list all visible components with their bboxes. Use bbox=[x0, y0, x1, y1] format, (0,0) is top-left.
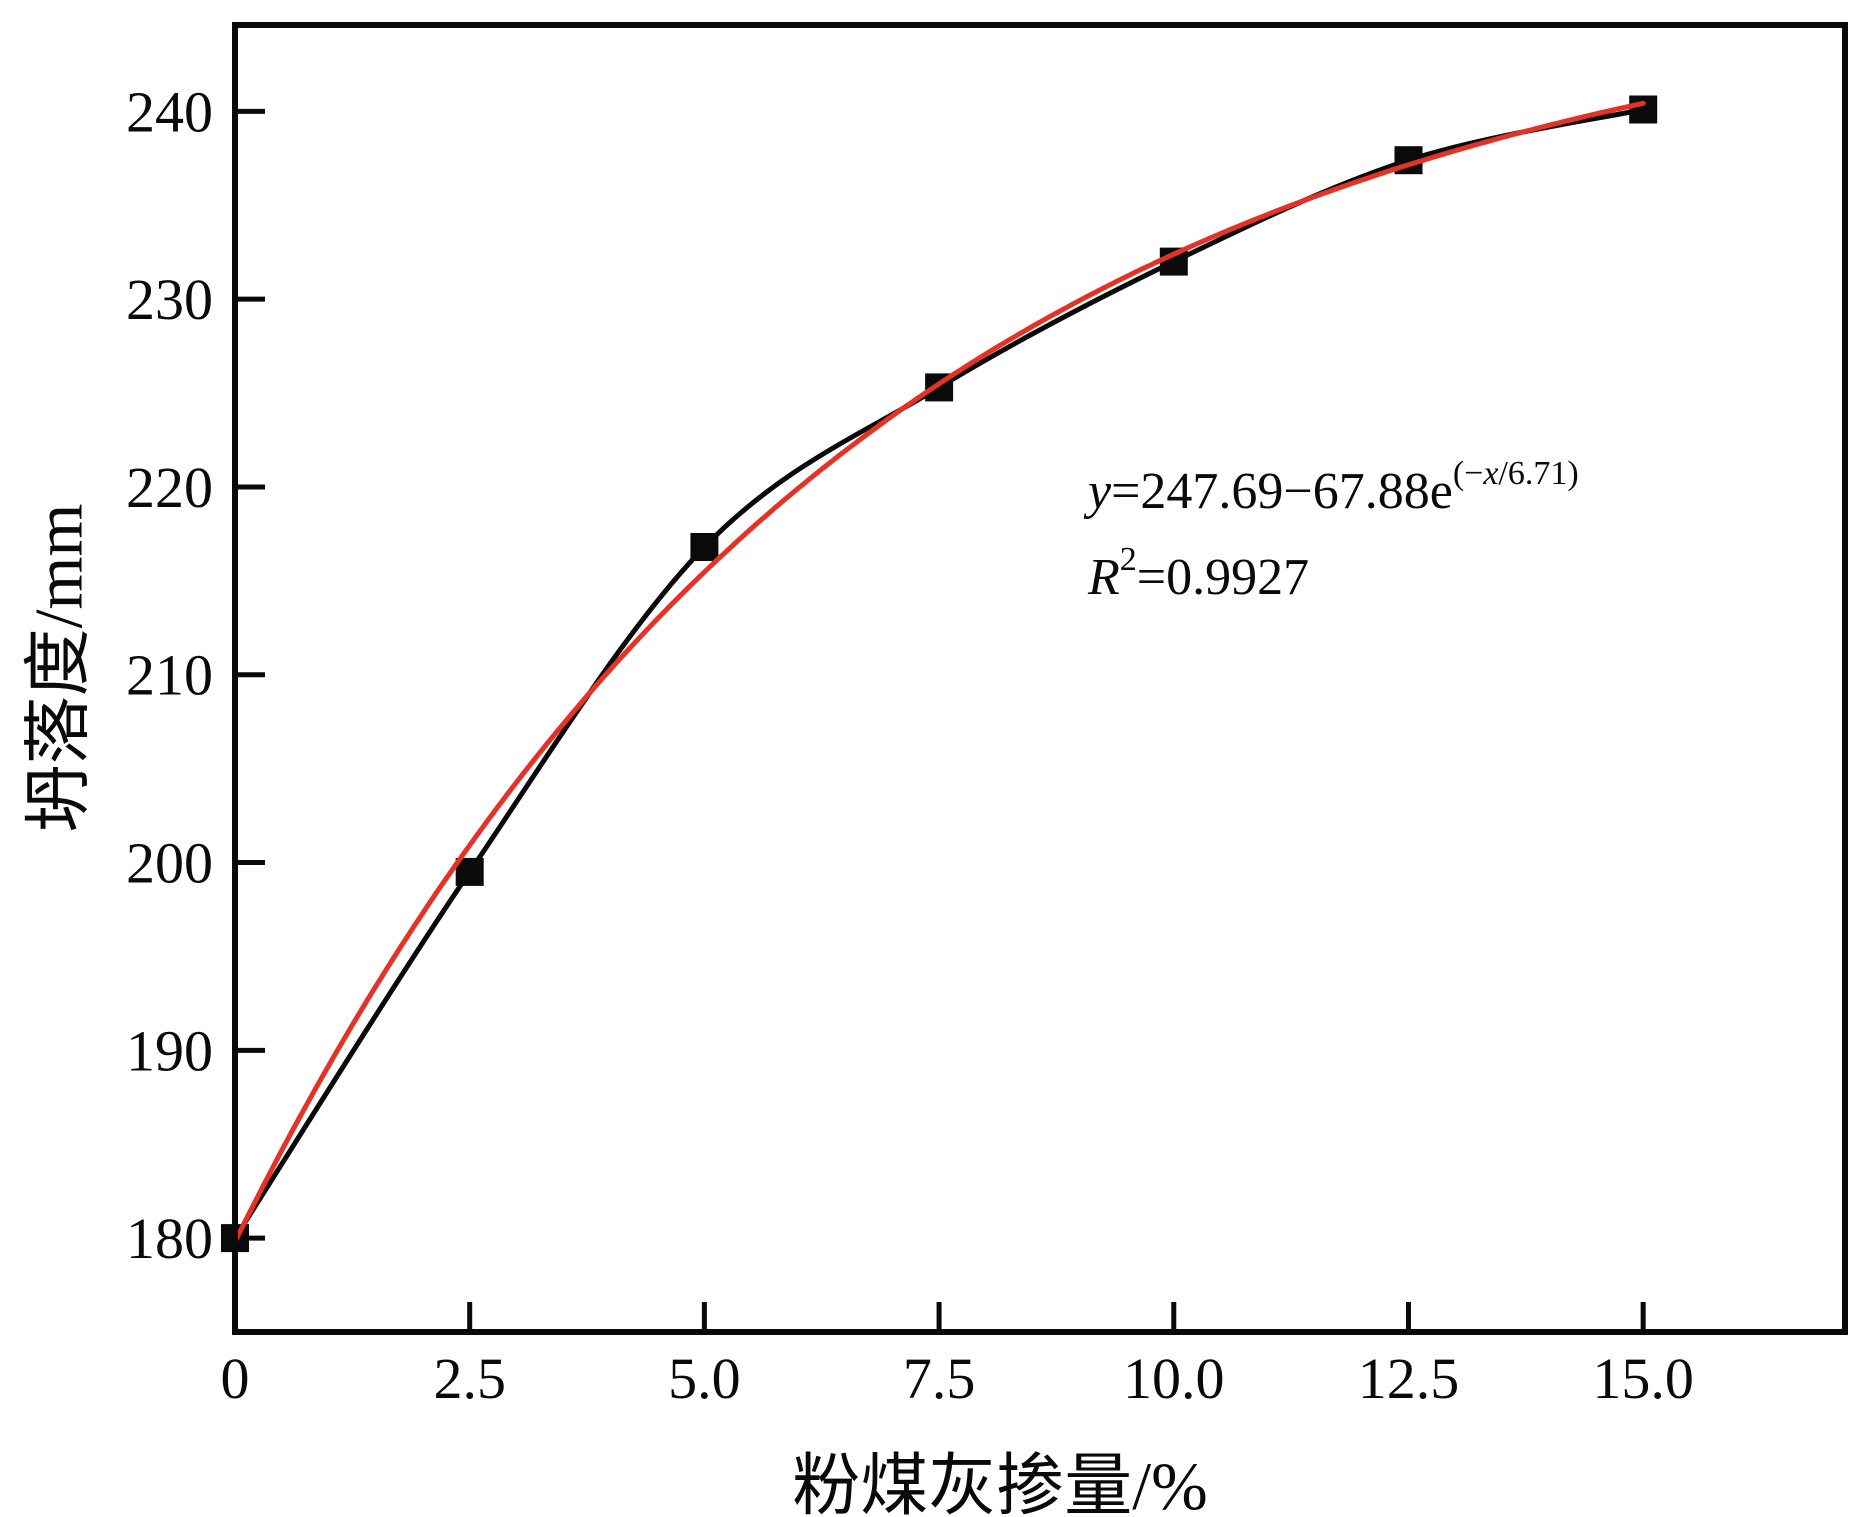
x-tick-label: 7.5 bbox=[903, 1346, 976, 1411]
r-squared-value: =0.9927 bbox=[1136, 549, 1310, 606]
y-axis-title: 坍落度/mm bbox=[20, 503, 97, 833]
plot-border bbox=[232, 22, 1848, 1335]
x-axis-title: 粉煤灰掺量/% bbox=[792, 1448, 1208, 1517]
y-tick-label: 210 bbox=[126, 643, 213, 708]
x-tick-label: 12.5 bbox=[1358, 1346, 1460, 1411]
x-tick-label: 2.5 bbox=[433, 1346, 506, 1411]
y-tick-label: 190 bbox=[126, 1018, 213, 1083]
r-symbol: R bbox=[1088, 549, 1120, 606]
equation-x-symbol: x bbox=[1483, 455, 1499, 492]
fit-equation-line: y=247.69−67.88e(−x/6.71) bbox=[1088, 452, 1579, 538]
y-tick-label: 230 bbox=[126, 267, 213, 332]
x-tick-label: 10.0 bbox=[1123, 1346, 1225, 1411]
r-exponent: 2 bbox=[1119, 541, 1137, 578]
equation-body: =247.69−67.88e bbox=[1111, 463, 1453, 520]
measured-series-line bbox=[232, 107, 1644, 1240]
data-point-marker bbox=[690, 533, 719, 561]
fit-equation-annotation: y=247.69−67.88e(−x/6.71) R2=0.9927 bbox=[1088, 452, 1579, 624]
x-tick-label: 0 bbox=[221, 1346, 250, 1411]
equation-exponent: (−x/6.71) bbox=[1452, 455, 1579, 492]
equation-y-symbol: y bbox=[1088, 463, 1112, 520]
data-point-marker bbox=[1629, 95, 1658, 124]
fit-r-squared-line: R2=0.9927 bbox=[1088, 538, 1579, 624]
fit-curve-line bbox=[232, 100, 1646, 1245]
x-tick-label: 15.0 bbox=[1592, 1346, 1694, 1411]
y-tick-label: 200 bbox=[126, 831, 213, 896]
x-tick-label: 5.0 bbox=[668, 1346, 741, 1411]
y-tick-label: 180 bbox=[126, 1206, 213, 1271]
y-tick-label: 240 bbox=[126, 79, 213, 144]
y-tick-label: 220 bbox=[126, 455, 213, 520]
